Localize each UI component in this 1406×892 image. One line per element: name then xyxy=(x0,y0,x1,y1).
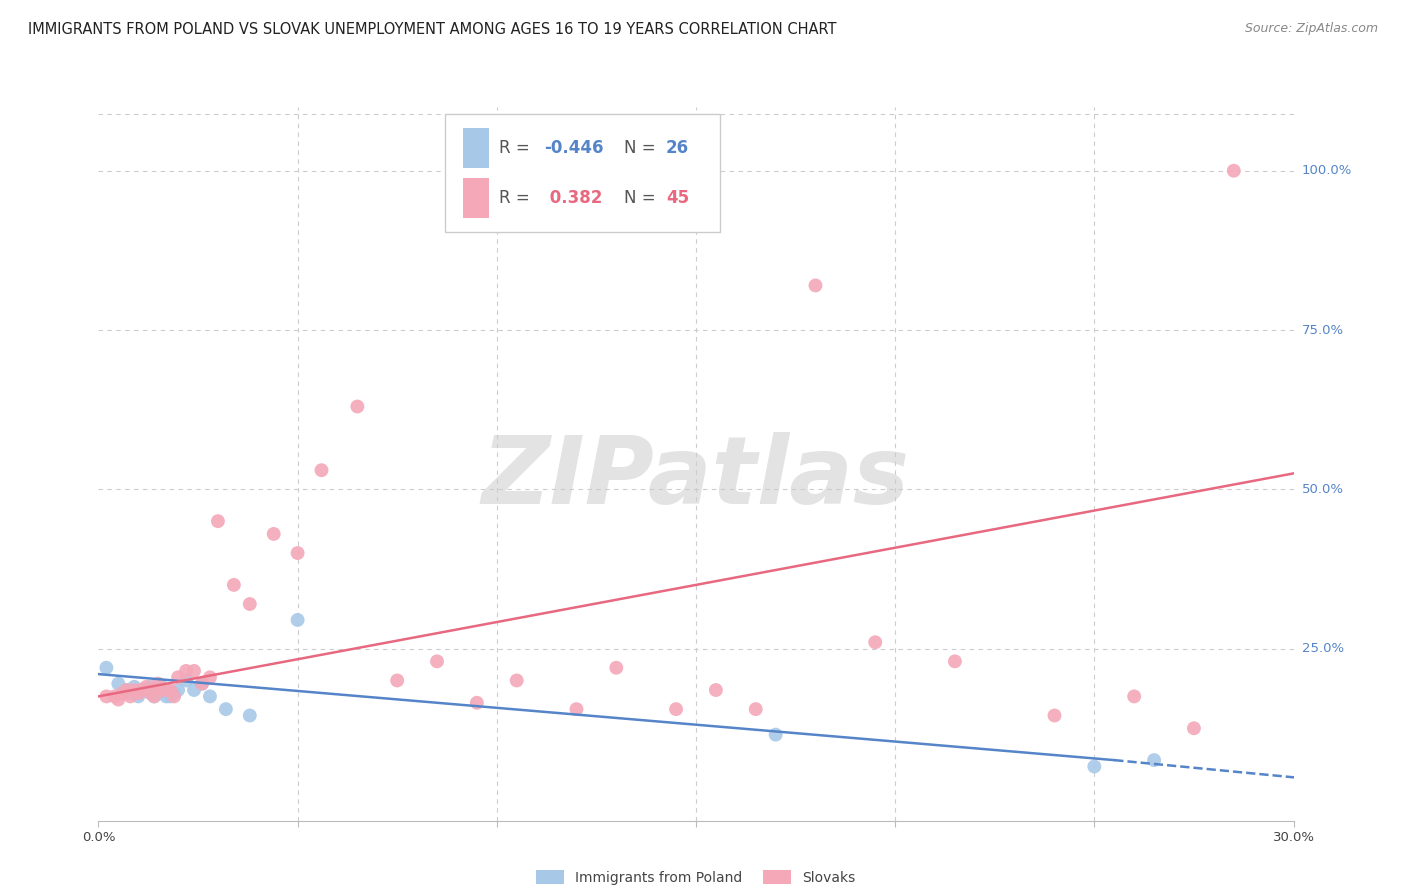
Point xyxy=(120,690,142,704)
Point xyxy=(943,654,966,668)
Point xyxy=(191,676,214,690)
Point xyxy=(426,654,449,668)
Point xyxy=(120,686,142,700)
Point xyxy=(1222,163,1246,178)
Point xyxy=(143,690,166,704)
Text: -0.446: -0.446 xyxy=(544,139,603,157)
Text: 25.0%: 25.0% xyxy=(1302,642,1344,655)
Point xyxy=(565,702,588,716)
Point xyxy=(163,686,186,700)
Point xyxy=(115,683,138,698)
FancyBboxPatch shape xyxy=(444,114,720,232)
Point xyxy=(263,527,285,541)
Point xyxy=(96,661,118,675)
Point xyxy=(311,463,333,477)
Point xyxy=(103,690,125,704)
Point xyxy=(239,708,262,723)
Point xyxy=(135,680,157,694)
Point xyxy=(183,683,205,698)
Point xyxy=(174,664,197,678)
Text: 45: 45 xyxy=(666,189,689,207)
Point xyxy=(167,683,190,698)
Text: N =: N = xyxy=(624,139,661,157)
FancyBboxPatch shape xyxy=(463,178,489,218)
FancyBboxPatch shape xyxy=(463,128,489,168)
Text: 75.0%: 75.0% xyxy=(1302,324,1344,336)
Point xyxy=(465,696,488,710)
Point xyxy=(765,728,787,742)
Point xyxy=(1143,753,1166,767)
Text: R =: R = xyxy=(499,139,534,157)
Point xyxy=(163,690,186,704)
Point xyxy=(148,676,170,690)
Point xyxy=(863,635,886,649)
Point xyxy=(150,680,173,694)
Point xyxy=(127,690,149,704)
Text: Source: ZipAtlas.com: Source: ZipAtlas.com xyxy=(1244,22,1378,36)
Point xyxy=(198,670,221,684)
Point xyxy=(174,673,197,688)
Point xyxy=(1083,759,1105,773)
Point xyxy=(287,613,309,627)
Point xyxy=(143,690,166,704)
Point xyxy=(1123,690,1146,704)
Point xyxy=(131,683,153,698)
Point xyxy=(287,546,309,560)
Point xyxy=(385,673,409,688)
Point xyxy=(167,670,190,684)
Point xyxy=(804,278,827,293)
Point xyxy=(115,683,138,698)
Point xyxy=(215,702,238,716)
Point xyxy=(139,680,162,694)
Text: 100.0%: 100.0% xyxy=(1302,164,1353,178)
Point xyxy=(704,683,727,698)
Text: 26: 26 xyxy=(666,139,689,157)
Text: R =: R = xyxy=(499,189,534,207)
Point xyxy=(198,690,221,704)
Point xyxy=(155,683,177,698)
Text: 0.382: 0.382 xyxy=(544,189,603,207)
Point xyxy=(131,683,153,698)
Point xyxy=(124,680,146,694)
Text: IMMIGRANTS FROM POLAND VS SLOVAK UNEMPLOYMENT AMONG AGES 16 TO 19 YEARS CORRELAT: IMMIGRANTS FROM POLAND VS SLOVAK UNEMPLO… xyxy=(28,22,837,37)
Point xyxy=(155,690,177,704)
Point xyxy=(107,676,129,690)
Point xyxy=(96,690,118,704)
Point xyxy=(159,683,181,698)
Point xyxy=(139,686,162,700)
Point xyxy=(135,683,157,698)
Legend: Immigrants from Poland, Slovaks: Immigrants from Poland, Slovaks xyxy=(537,871,855,885)
Point xyxy=(665,702,688,716)
Point xyxy=(239,597,262,611)
Point xyxy=(506,673,529,688)
Point xyxy=(745,702,768,716)
Point xyxy=(222,578,245,592)
Point xyxy=(1043,708,1066,723)
Point xyxy=(107,692,129,706)
Point xyxy=(1182,721,1205,735)
Point xyxy=(148,686,170,700)
Text: ZIPatlas: ZIPatlas xyxy=(482,432,910,524)
Point xyxy=(605,661,627,675)
Point xyxy=(124,683,146,698)
Point xyxy=(159,690,181,704)
Point xyxy=(346,400,368,414)
Text: N =: N = xyxy=(624,189,661,207)
Point xyxy=(111,686,134,700)
Point xyxy=(150,683,173,698)
Point xyxy=(191,676,214,690)
Point xyxy=(207,514,229,528)
Point xyxy=(183,664,205,678)
Point xyxy=(127,686,149,700)
Text: 50.0%: 50.0% xyxy=(1302,483,1344,496)
